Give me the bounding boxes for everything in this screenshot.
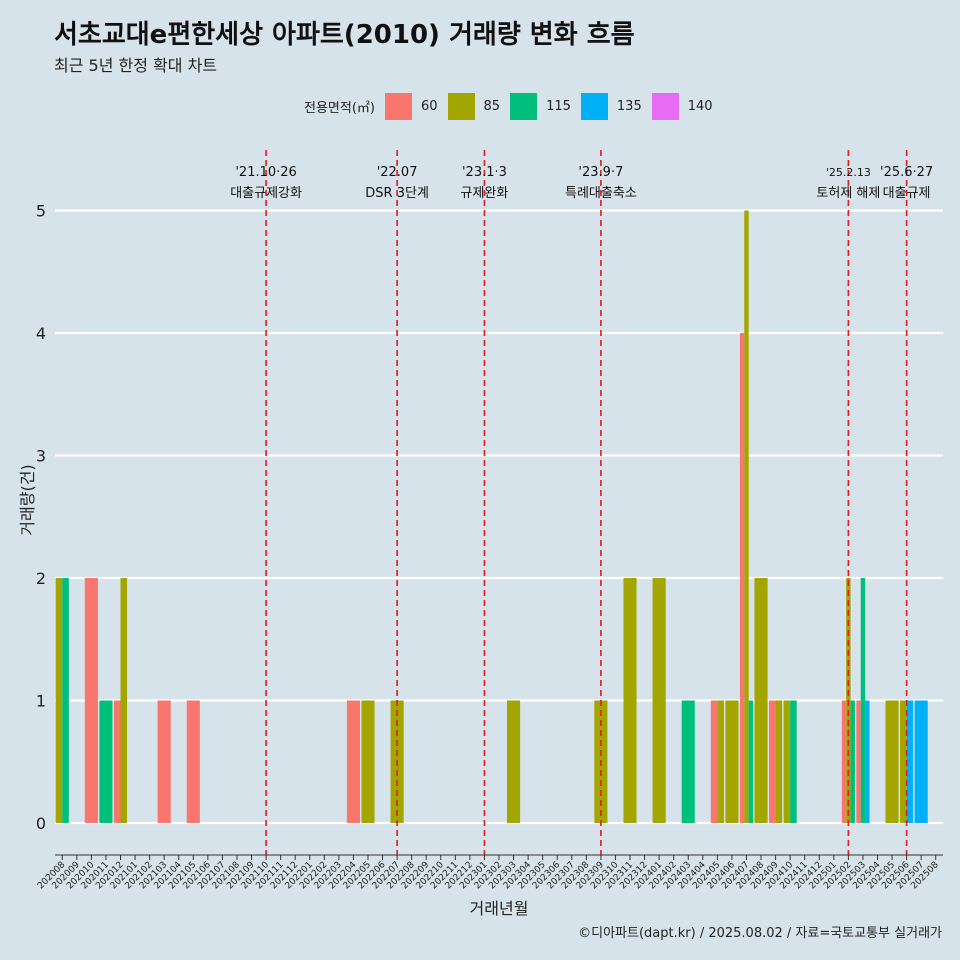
annotation-date: '21.10·26 [235, 165, 296, 180]
annotation-label: 대출규제 [883, 186, 931, 201]
x-axis-title: 거래년월 [470, 899, 529, 918]
legend-swatch-135 [580, 93, 608, 120]
bar-202502-60 [841, 700, 847, 823]
bar-202012-60 [113, 700, 121, 823]
annotation-date: '23.9·7 [578, 165, 623, 180]
bar-202105-60 [186, 700, 200, 823]
source-caption: ©디아파트(dapt.kr) / 2025.08.02 / 자료=국토교통부 실… [578, 926, 942, 941]
bar-202403-115 [681, 700, 695, 823]
bar-202205-85 [361, 700, 375, 823]
annotation-date: '25.2.13 [826, 166, 871, 179]
chart-title: 서초교대e편한세상 아파트(2010) 거래량 변화 흐름 [54, 20, 635, 50]
legend-title: 전용면적(㎡) [304, 101, 375, 116]
y-tick-label: 5 [36, 202, 46, 221]
bar-202008-115 [62, 578, 69, 823]
y-tick-label: 2 [36, 569, 46, 588]
bar-202303-85 [507, 700, 521, 823]
bar-202407-85 [744, 210, 749, 823]
annotation-label: 특례대출축소 [565, 186, 637, 201]
bar-202409-85 [775, 700, 783, 823]
y-axis-title: 거래량(건) [18, 464, 37, 535]
bar-202410-115 [790, 700, 797, 823]
bar-202503-115 [860, 578, 866, 823]
legend-label-140: 140 [687, 99, 713, 114]
legend-label-135: 135 [616, 99, 642, 114]
y-tick-label: 4 [36, 324, 46, 343]
legend-swatch-60 [384, 93, 412, 120]
annotation-date: '23.1·3 [462, 165, 507, 180]
bar-202505-85 [885, 700, 899, 823]
bar-202407-60 [739, 333, 745, 823]
bar-202507-135 [914, 700, 928, 823]
bar-202408-85 [754, 578, 768, 823]
bar-202405-85 [717, 700, 724, 823]
annotation-date: '25.6·27 [880, 165, 933, 180]
bar-202311-85 [623, 578, 637, 823]
bar-202406-85 [725, 700, 739, 823]
bar-202503-60 [856, 700, 861, 823]
legend-item-135: 135 [580, 93, 642, 120]
bar-202204-60 [346, 700, 360, 823]
bar-202011-115 [99, 700, 113, 823]
y-tick-label: 0 [36, 814, 46, 833]
legend-item-85: 85 [447, 93, 501, 120]
bar-202502-115 [850, 700, 855, 823]
annotation-label: 규제완화 [461, 186, 509, 201]
bar-202407-115 [748, 700, 754, 823]
legend-label-60: 60 [420, 99, 438, 114]
bar-202012-85 [120, 578, 128, 823]
bar-202401-85 [652, 578, 666, 823]
bar-202103-60 [157, 700, 171, 823]
y-tick-label: 3 [36, 447, 46, 466]
legend-label-115: 115 [546, 99, 571, 114]
annotation-label: 토허제 해제 [816, 186, 880, 201]
bar-202506-85 [900, 700, 907, 823]
legend-label-85: 85 [483, 99, 501, 114]
legend-item-60: 60 [384, 93, 438, 120]
legend-swatch-85 [447, 93, 475, 120]
bar-202506-135 [906, 700, 914, 823]
bar-202503-135 [865, 700, 870, 823]
legend: 전용면적(㎡) 60 85 115 135 140 [304, 93, 723, 120]
bar-202405-60 [710, 700, 718, 823]
legend-swatch-140 [651, 93, 679, 120]
y-tick-label: 1 [36, 692, 46, 711]
annotation-label: DSR 3단계 [365, 186, 429, 201]
bar-202010-60 [84, 578, 98, 823]
bar-202008-85 [55, 578, 63, 823]
annotation-date: '22.07 [377, 165, 418, 180]
bar-202410-85 [783, 700, 791, 823]
annotation-label: 대출규제강화 [230, 186, 302, 201]
bar-202409-60 [769, 700, 776, 823]
chart-subtitle: 최근 5년 한정 확대 차트 [54, 56, 218, 75]
legend-swatch-115 [510, 93, 538, 120]
legend-item-115: 115 [510, 93, 571, 120]
legend-item-140: 140 [651, 93, 713, 120]
